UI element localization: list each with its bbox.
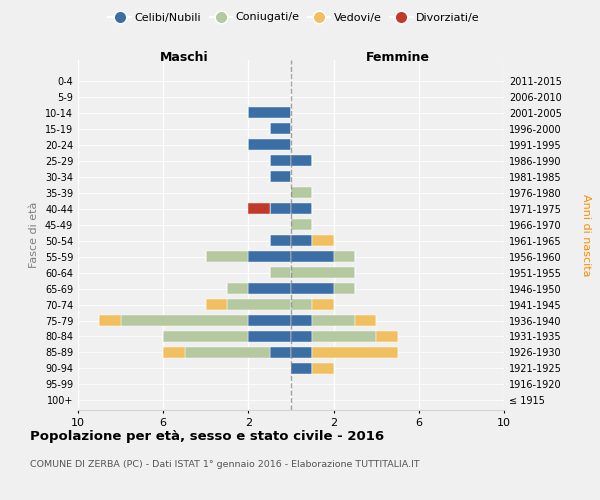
Bar [99,314,121,326]
Legend: Celibi/Nubili, Coniugati/e, Vedovi/e, Divorziati/e: Celibi/Nubili, Coniugati/e, Vedovi/e, Di… [104,8,484,27]
Bar [227,299,291,310]
Text: COMUNE DI ZERBA (PC) - Dati ISTAT 1° gennaio 2016 - Elaborazione TUTTITALIA.IT: COMUNE DI ZERBA (PC) - Dati ISTAT 1° gen… [30,460,419,469]
Bar [313,346,398,358]
Bar [291,203,313,214]
Bar [313,235,334,246]
Bar [376,330,398,342]
Bar [291,267,355,278]
Bar [313,299,334,310]
Bar [291,299,313,310]
Text: Maschi: Maschi [160,51,209,64]
Bar [270,171,291,182]
Bar [355,314,376,326]
Bar [270,123,291,134]
Text: Popolazione per età, sesso e stato civile - 2016: Popolazione per età, sesso e stato civil… [30,430,384,443]
Bar [206,251,248,262]
Bar [291,235,313,246]
Bar [163,346,185,358]
Bar [291,219,313,230]
Bar [248,283,291,294]
Y-axis label: Fasce di età: Fasce di età [29,202,39,268]
Bar [163,330,248,342]
Bar [248,251,291,262]
Bar [248,330,291,342]
Y-axis label: Anni di nascita: Anni di nascita [581,194,591,276]
Bar [185,346,270,358]
Bar [270,267,291,278]
Bar [334,283,355,294]
Bar [291,330,313,342]
Bar [313,330,376,342]
Bar [270,235,291,246]
Bar [291,314,313,326]
Bar [206,299,227,310]
Bar [291,155,313,166]
Bar [270,155,291,166]
Bar [291,187,313,198]
Bar [248,107,291,118]
Bar [291,346,313,358]
Bar [313,314,355,326]
Bar [291,283,334,294]
Bar [248,314,291,326]
Bar [227,283,248,294]
Bar [334,251,355,262]
Bar [121,314,248,326]
Bar [291,251,334,262]
Bar [291,362,313,374]
Bar [248,203,270,214]
Bar [248,139,291,150]
Bar [270,203,291,214]
Bar [270,346,291,358]
Bar [313,362,334,374]
Text: Femmine: Femmine [365,51,430,64]
